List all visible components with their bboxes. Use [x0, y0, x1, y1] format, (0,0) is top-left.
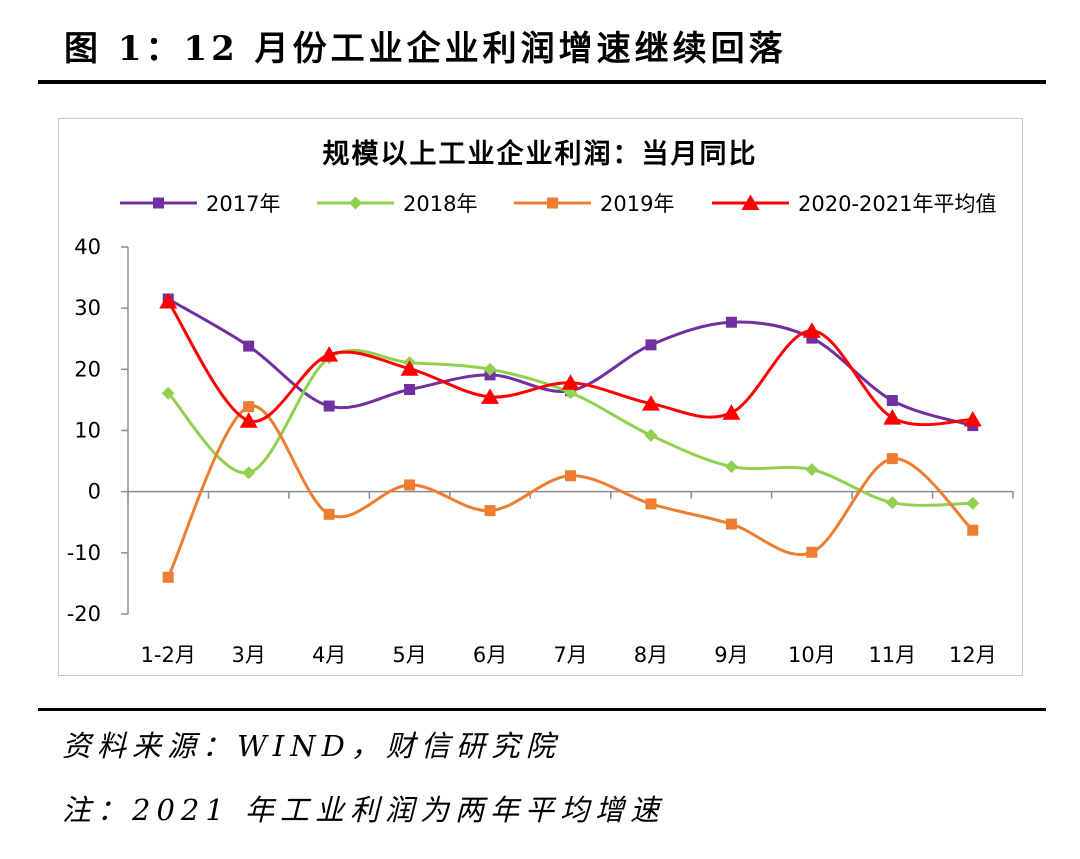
series-4-data-point — [159, 292, 178, 309]
figure-title: 图 1：12 月份工业企业利润增速继续回落 — [64, 29, 787, 69]
x-tick-label: 11月 — [868, 643, 916, 667]
series-2-data-point — [885, 496, 899, 510]
series-2-data-point — [644, 428, 658, 442]
series-4-data-point — [963, 410, 982, 427]
x-tick-label: 6月 — [473, 643, 507, 667]
bottom-rule — [38, 708, 1046, 711]
series-1-data-point — [645, 339, 657, 351]
series-3-data-point — [243, 401, 255, 413]
series-1-data-point — [404, 384, 416, 396]
legend-label: 2018年 — [403, 192, 477, 216]
chart-title: 规模以上工业企业利润：当月同比 — [323, 138, 758, 170]
series-3-data-point — [323, 508, 335, 520]
x-tick-label: 10月 — [788, 643, 836, 667]
y-tick-label: 0 — [88, 480, 101, 504]
y-tick-label: 30 — [74, 296, 101, 320]
series-3-data-point — [725, 518, 737, 530]
series-3-data-point — [404, 479, 416, 491]
legend: 2017年 2018年 2019年 2020-2021年平均值 — [120, 192, 996, 216]
series-1-data-point — [806, 332, 818, 344]
series-4-data-point — [239, 412, 258, 428]
y-tick-label: 20 — [74, 357, 101, 381]
series-4 — [159, 292, 982, 428]
legend-label: 2020-2021年平均值 — [798, 192, 996, 216]
source-note: 资料来源：WIND，财信研究院 — [62, 729, 561, 763]
y-tick-label: -10 — [67, 541, 101, 565]
legend-marker-icon — [153, 197, 164, 209]
series-1-line — [166, 297, 975, 428]
chart-frame — [58, 118, 1023, 676]
series-2-data-point — [966, 496, 980, 510]
series-4-line — [166, 299, 975, 427]
series-2-data-point — [805, 463, 819, 477]
x-tick-label: 3月 — [231, 643, 265, 667]
series-2-data-point — [724, 460, 738, 474]
x-tick-label: 9月 — [714, 643, 748, 667]
legend-item: 2019年 — [514, 192, 674, 216]
series-1-data-point — [886, 395, 898, 407]
footnote: 注：2021 年工业利润为两年平均增速 — [62, 793, 666, 827]
x-tick-label: 7月 — [553, 643, 587, 667]
legend-label: 2019年 — [600, 192, 674, 216]
x-tick-label: 1-2月 — [141, 643, 196, 667]
x-tick-label: 5月 — [392, 643, 426, 667]
series-2-data-point — [161, 386, 175, 400]
series-1-data-point — [725, 316, 737, 328]
series-1 — [162, 293, 979, 432]
legend-label: 2017年 — [206, 192, 280, 216]
series-3-data-point — [806, 546, 818, 558]
series-2-data-point — [242, 466, 256, 480]
x-tick-label: 8月 — [634, 643, 668, 667]
series-3-data-point — [645, 498, 657, 510]
legend-item: 2020-2021年平均值 — [712, 192, 996, 216]
series-4-data-point — [883, 409, 902, 425]
y-tick-label: 10 — [74, 419, 101, 443]
series-1-data-point — [323, 400, 335, 412]
x-tick-label: 12月 — [949, 643, 997, 667]
series-2-line — [166, 348, 975, 507]
legend-marker-icon — [547, 197, 558, 209]
y-tick-label: -20 — [67, 602, 101, 626]
x-tick-label: 4月 — [312, 643, 346, 667]
series-3-line — [166, 404, 975, 579]
top-rule — [38, 80, 1046, 84]
legend-item: 2017年 — [120, 192, 280, 216]
series-4-data-point — [561, 374, 580, 390]
legend-item: 2018年 — [317, 192, 477, 216]
series-4-data-point — [400, 360, 419, 376]
series-3-data-point — [886, 453, 898, 465]
legend-marker-icon — [741, 194, 760, 210]
series-3-data-point — [967, 524, 979, 536]
series-4-data-point — [722, 404, 741, 420]
series-1-data-point — [243, 340, 255, 352]
series-2-data-point — [483, 362, 497, 376]
series-3-data-point — [162, 571, 174, 583]
series-4-data-point — [802, 322, 821, 338]
series-4-data-point — [481, 388, 500, 404]
legend-marker-icon — [349, 196, 362, 210]
series-3 — [162, 401, 979, 583]
series-4-data-point — [320, 346, 339, 362]
series-3-data-point — [484, 505, 496, 517]
series-4-data-point — [641, 395, 660, 411]
series-3-data-point — [565, 470, 576, 482]
y-tick-label: 40 — [74, 235, 101, 259]
